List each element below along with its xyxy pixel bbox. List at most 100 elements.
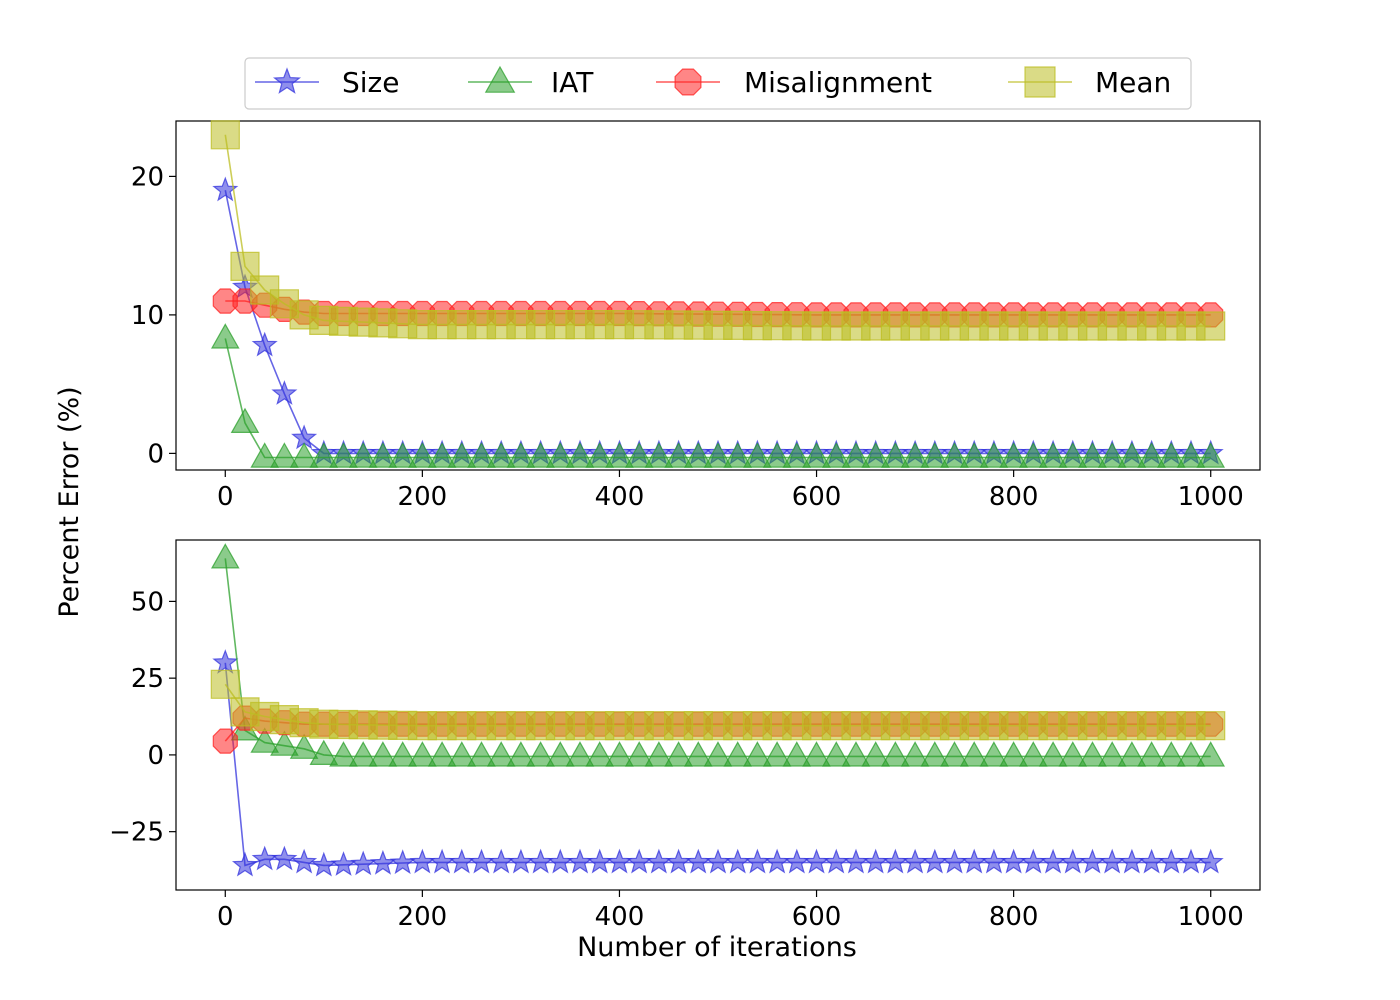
y-axis-label: Percent Error (%): [54, 386, 85, 617]
data-point-iat-top: [861, 442, 891, 468]
data-point-mean-top: [1196, 311, 1226, 341]
data-point-iat-bottom: [289, 733, 319, 759]
data-point-size-bottom: [941, 848, 968, 874]
data-point-iat-top: [427, 442, 457, 468]
data-point-iat-bottom: [368, 741, 398, 767]
data-point-iat-top: [329, 442, 358, 468]
data-point-size-bottom: [882, 848, 909, 874]
data-point-size-bottom: [291, 848, 318, 874]
data-point-iat-top: [1156, 442, 1186, 468]
data-point-iat-top: [270, 442, 299, 468]
data-point-iat-bottom: [920, 741, 950, 767]
x-tick-label-bottom-200: 200: [398, 902, 448, 932]
data-point-iat-top: [545, 442, 575, 468]
data-point-size-bottom: [724, 848, 751, 874]
data-point-iat-bottom: [999, 741, 1028, 767]
data-point-iat-bottom: [1038, 741, 1068, 767]
series-line-iat-top: [224, 338, 1211, 459]
x-tick-label-top-600: 600: [792, 482, 842, 512]
legend-label-misalignment: Misalignment: [744, 66, 932, 99]
x-tick-label-bottom-400: 400: [595, 902, 645, 932]
data-point-iat-bottom: [1058, 741, 1088, 767]
data-point-iat-bottom: [861, 741, 891, 767]
data-point-iat-bottom: [585, 741, 615, 767]
data-point-iat-top: [624, 442, 654, 468]
data-point-iat-bottom: [270, 730, 299, 756]
data-point-size-bottom: [409, 848, 436, 874]
data-point-misalignment-bottom: [212, 728, 238, 754]
data-point-iat-bottom: [210, 543, 240, 569]
legend-entry-size: Size: [255, 66, 399, 99]
data-point-iat-top: [1018, 442, 1048, 468]
legend-label-mean: Mean: [1095, 66, 1171, 99]
subplot-top: 0 200 400 600 800 1000 0 10 20: [131, 120, 1261, 512]
data-point-iat-top: [881, 442, 910, 468]
data-point-iat-top: [959, 442, 989, 468]
data-point-iat-top: [979, 442, 1009, 468]
data-point-iat-bottom: [447, 741, 477, 767]
data-point-size-bottom: [1079, 848, 1106, 874]
data-point-iat-top: [683, 442, 713, 468]
data-point-size-bottom: [1197, 848, 1224, 874]
data-point-iat-top: [408, 442, 437, 468]
data-point-size-bottom: [488, 848, 515, 874]
data-point-size-bottom: [980, 848, 1007, 874]
data-point-iat-bottom: [723, 741, 753, 767]
y-tick-label-top-0: 0: [147, 439, 164, 469]
data-point-iat-bottom: [940, 741, 969, 767]
data-point-iat-bottom: [329, 741, 358, 767]
data-point-size-bottom: [626, 848, 653, 874]
data-point-iat-bottom: [1196, 741, 1226, 767]
data-point-size-bottom: [369, 849, 397, 875]
data-point-size-bottom: [448, 848, 475, 874]
data-point-iat-top: [743, 442, 772, 468]
data-point-iat-top: [999, 442, 1028, 468]
data-point-iat-bottom: [545, 741, 575, 767]
x-tick-label-top-800: 800: [989, 482, 1039, 512]
data-point-size-bottom: [665, 848, 692, 874]
data-point-iat-bottom: [802, 741, 831, 767]
y-tick-label-top-10: 10: [131, 301, 164, 331]
data-point-iat-top: [703, 442, 733, 468]
data-point-iat-bottom: [703, 741, 733, 767]
x-tick-label-top-1000: 1000: [1178, 482, 1244, 512]
data-point-iat-top: [447, 442, 477, 468]
data-point-iat-bottom: [486, 741, 516, 767]
data-point-iat-bottom: [881, 741, 910, 767]
data-point-size-bottom: [1177, 848, 1205, 874]
data-point-size-bottom: [212, 649, 239, 674]
data-point-iat-bottom: [664, 741, 693, 767]
data-point-size-bottom: [1000, 848, 1027, 874]
data-point-iat-top: [348, 442, 378, 468]
subplot-bottom-frame: [175, 539, 1261, 891]
data-point-iat-top: [664, 442, 693, 468]
y-tick-label-bottom--25: −25: [109, 818, 164, 848]
data-point-iat-top: [526, 442, 555, 468]
data-point-iat-top: [782, 442, 812, 468]
data-point-mean-top: [210, 120, 240, 150]
data-point-iat-bottom: [1137, 741, 1166, 767]
data-point-size-bottom: [645, 848, 672, 874]
data-point-size-bottom: [823, 848, 850, 874]
data-point-iat-bottom: [841, 741, 871, 767]
series-mean-top: [210, 120, 1226, 341]
data-point-iat-top: [723, 442, 753, 468]
data-point-iat-bottom: [821, 741, 851, 767]
data-point-iat-bottom: [348, 741, 378, 767]
subplot-bottom: 0 200 400 600 800 1000 −25 0 25 50: [109, 539, 1261, 932]
data-point-size-top: [212, 176, 239, 202]
data-point-iat-bottom: [250, 727, 280, 753]
data-point-iat-top: [250, 442, 280, 468]
data-point-size-top: [251, 331, 278, 357]
data-point-size-bottom: [429, 848, 456, 874]
data-point-iat-top: [506, 442, 536, 468]
data-point-iat-bottom: [1078, 741, 1107, 767]
legend: Size IAT Misalignment Mean: [244, 57, 1192, 110]
data-point-size-bottom: [310, 851, 337, 877]
data-point-iat-bottom: [900, 741, 930, 767]
legend-frame: [244, 57, 1192, 110]
data-point-iat-top: [585, 442, 615, 468]
data-point-iat-bottom: [1097, 741, 1127, 767]
data-point-iat-top: [467, 442, 496, 468]
